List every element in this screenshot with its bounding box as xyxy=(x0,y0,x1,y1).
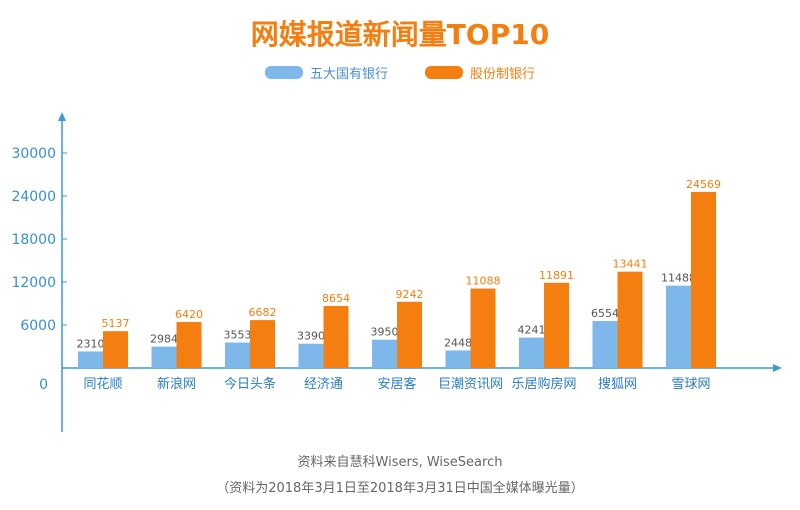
bar-joint-stock-4 xyxy=(397,301,422,368)
y-tick-label: 24000 xyxy=(11,189,56,205)
bar-joint-stock-0 xyxy=(103,331,128,368)
data-label: 5137 xyxy=(102,317,130,330)
y-ticks: 0 6000 12000 18000 24000 30000 xyxy=(11,146,67,393)
data-label: 2984 xyxy=(150,333,178,346)
data-label: 11891 xyxy=(539,269,574,282)
y-tick-label: 30000 xyxy=(11,146,56,162)
data-label: 2310 xyxy=(77,337,105,350)
bar-joint-stock-6 xyxy=(544,282,569,368)
legend-swatch-series-1 xyxy=(425,66,463,79)
category-label: 同花顺 xyxy=(83,376,122,392)
legend-label-series-1: 股份制银行 xyxy=(470,67,535,82)
category-label: 雪球网 xyxy=(671,377,710,392)
bar-state-owned-6 xyxy=(519,337,544,368)
data-label: 9242 xyxy=(396,288,424,301)
bar-state-owned-1 xyxy=(151,346,177,368)
bar-joint-stock-3 xyxy=(323,305,349,368)
y-tick-label: 18000 xyxy=(11,232,56,248)
bar-joint-stock-5 xyxy=(470,288,496,368)
category-label: 新浪网 xyxy=(157,376,196,392)
category-label: 经济通 xyxy=(304,377,343,392)
category-label: 巨潮资讯网 xyxy=(438,377,503,392)
bar-state-owned-5 xyxy=(445,350,471,368)
data-label: 2448 xyxy=(444,336,472,349)
data-label: 6554 xyxy=(591,307,619,320)
bar-state-owned-2 xyxy=(225,342,250,368)
y-axis-arrowhead xyxy=(58,112,66,121)
y-tick-label: 6000 xyxy=(20,318,56,334)
data-label: 8654 xyxy=(322,292,350,305)
bar-joint-stock-7 xyxy=(617,271,643,368)
bar-joint-stock-2 xyxy=(250,320,275,368)
bar-state-owned-0 xyxy=(78,351,103,368)
data-label: 11088 xyxy=(466,275,501,288)
bar-joint-stock-1 xyxy=(176,321,202,368)
category-labels: 同花顺 新浪网 今日头条 经济通 安居客 巨潮资讯网 乐居购房网 搜狐网 雪球网 xyxy=(83,376,710,392)
x-axis-arrowhead xyxy=(773,364,782,372)
data-label: 6682 xyxy=(249,306,277,319)
data-label: 3553 xyxy=(224,329,252,342)
legend-swatch-series-0 xyxy=(265,66,303,79)
data-label: 4241 xyxy=(518,324,546,337)
category-label: 今日头条 xyxy=(224,376,276,392)
category-label: 乐居购房网 xyxy=(511,376,576,392)
bar-state-owned-4 xyxy=(372,339,397,368)
data-label: 13441 xyxy=(613,258,648,271)
bar-joint-stock-8 xyxy=(691,191,716,368)
y-tick-label: 0 xyxy=(39,377,48,393)
bar-state-owned-7 xyxy=(592,321,618,368)
y-tick-label: 12000 xyxy=(11,275,56,291)
bar-state-owned-8 xyxy=(666,285,691,368)
data-label: 6420 xyxy=(175,308,203,321)
data-label: 24569 xyxy=(686,178,721,191)
category-label: 安居客 xyxy=(377,376,416,392)
data-label: 3950 xyxy=(371,326,399,339)
bar-state-owned-3 xyxy=(298,343,324,368)
data-label: 3390 xyxy=(297,330,325,343)
data-label: 11488 xyxy=(661,272,696,285)
chart-title: 网媒报道新闻量TOP10 xyxy=(251,18,549,51)
legend-label-series-0: 五大国有银行 xyxy=(310,67,388,82)
bars: 2310 5137 2984 6420 3553 6682 3390 8654 3950 9242… xyxy=(77,178,721,368)
source-date-range: （资料为2018年3月1日至2018年3月31日中国全媒体曝光量） xyxy=(216,480,584,496)
category-label: 搜狐网 xyxy=(598,377,637,392)
legend: 五大国有银行 股份制银行 xyxy=(265,66,535,82)
source-note: 资料来自慧科Wisers, WiseSearch xyxy=(298,454,503,470)
